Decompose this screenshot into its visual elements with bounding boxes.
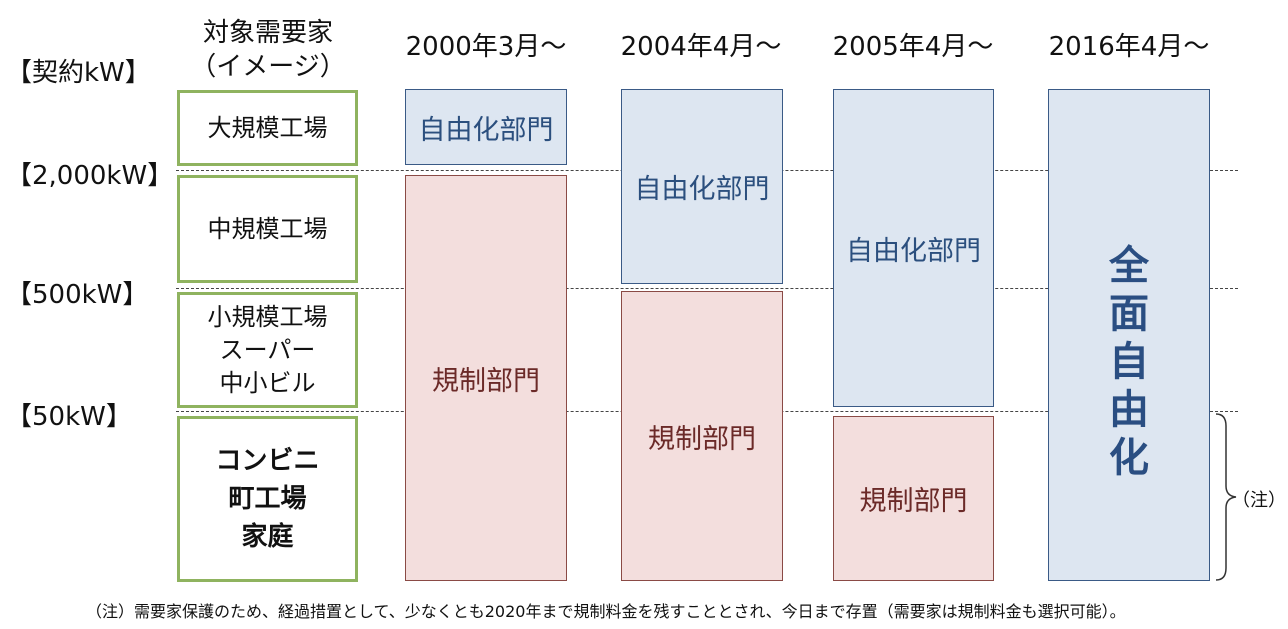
col2004-regulated: 規制部門 <box>621 291 783 581</box>
col2004-liberalized: 自由化部門 <box>621 89 783 284</box>
full-char: 面 <box>1109 291 1149 337</box>
customer-line: 町工場 <box>228 484 307 514</box>
column-title-2000: 2000年3月～ <box>405 32 567 62</box>
threshold-line-500kw <box>176 288 1238 289</box>
customer-line: 小規模工場 <box>207 302 328 331</box>
full-char: 化 <box>1109 435 1149 481</box>
customer-line: 中規模工場 <box>207 214 328 243</box>
box-label: 規制部門 <box>432 365 540 397</box>
col2000-liberalized: 自由化部門 <box>405 89 567 165</box>
threshold-label-2000kw: 【2,000kW】 <box>6 161 174 191</box>
axis-title: 【契約kW】 <box>6 58 151 88</box>
col2016-full-liberalization: 全 面 自 由 化 <box>1048 89 1210 581</box>
box-label: 自由化部門 <box>634 174 770 205</box>
full-char: 全 <box>1109 243 1149 289</box>
full-char: 自 <box>1109 339 1149 385</box>
box-label: 自由化部門 <box>846 235 981 267</box>
footnote: （注）需要家保護のため、経過措置として、少なくとも2020年まで規制料金を残すこ… <box>86 602 1126 621</box>
customer-large-factory: 大規模工場 <box>177 90 358 166</box>
column-title-2004: 2004年4月～ <box>620 32 782 62</box>
threshold-label-500kw: 【500kW】 <box>6 280 149 310</box>
customer-header-title: 対象需要家 <box>202 18 333 48</box>
col2000-regulated: 規制部門 <box>405 175 567 581</box>
customer-header-subtitle: （イメージ） <box>190 52 346 82</box>
column-title-2005: 2005年4月～ <box>832 32 994 62</box>
note-marker: （注） <box>1232 490 1286 511</box>
full-char: 由 <box>1109 387 1149 433</box>
col2005-regulated: 規制部門 <box>833 416 994 581</box>
right-brace-icon <box>1215 413 1237 581</box>
customer-households: コンビニ 町工場 家庭 <box>177 416 358 582</box>
column-title-2016: 2016年4月～ <box>1048 32 1210 62</box>
customer-line: 家庭 <box>241 522 294 552</box>
customer-line: コンビニ <box>215 446 320 476</box>
col2005-liberalized: 自由化部門 <box>833 89 994 407</box>
customer-medium-factory: 中規模工場 <box>177 175 358 283</box>
customer-line: 大規模工場 <box>207 113 328 142</box>
customer-line: スーパー <box>219 335 316 364</box>
box-label: 規制部門 <box>648 423 756 455</box>
threshold-label-50kw: 【50kW】 <box>6 402 132 432</box>
box-label: 自由化部門 <box>418 114 554 146</box>
customer-small-businesses: 小規模工場 スーパー 中小ビル <box>177 292 358 408</box>
box-label: 規制部門 <box>859 486 968 517</box>
customer-line: 中小ビル <box>219 368 316 397</box>
